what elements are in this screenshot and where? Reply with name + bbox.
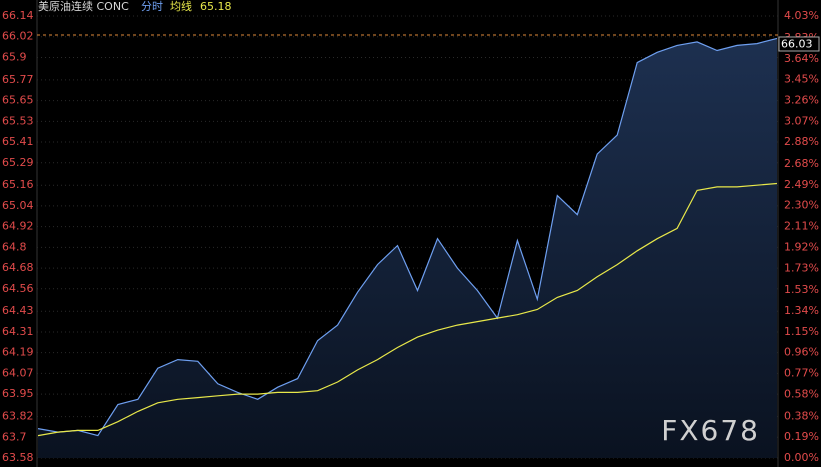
y2-tick-label: 2.68% xyxy=(784,157,819,170)
y-tick-label: 64.68 xyxy=(2,261,34,274)
y-tick-label: 64.19 xyxy=(2,346,34,359)
y-tick-label: 66.02 xyxy=(2,30,34,43)
y-tick-label: 66.14 xyxy=(2,9,34,22)
y2-tick-label: 3.64% xyxy=(784,52,819,65)
y-tick-label: 64.31 xyxy=(2,325,34,338)
y2-tick-label: 0.77% xyxy=(784,367,819,380)
y-tick-label: 64.92 xyxy=(2,220,34,233)
y-tick-label: 64.43 xyxy=(2,304,34,317)
y2-tick-label: 3.45% xyxy=(784,73,819,86)
y-tick-label: 63.82 xyxy=(2,410,34,423)
y-tick-label: 63.95 xyxy=(2,387,34,400)
y-tick-label: 65.41 xyxy=(2,135,34,148)
y2-tick-label: 0.96% xyxy=(784,346,819,359)
y-tick-label: 65.04 xyxy=(2,199,34,212)
y2-tick-label: 1.34% xyxy=(784,304,819,317)
y-tick-label: 65.9 xyxy=(2,50,27,63)
price-line xyxy=(37,37,778,437)
y-tick-label: 64.8 xyxy=(2,240,27,253)
avg-line xyxy=(37,182,778,437)
legend-price: 分时 xyxy=(141,0,163,13)
y-tick-label: 63.7 xyxy=(2,430,27,443)
price-area xyxy=(38,38,777,459)
y2-tick-label: 2.88% xyxy=(784,135,819,148)
last-price-label: 66.03 xyxy=(781,37,813,50)
symbol: 美原油连续 CONC xyxy=(38,0,129,13)
y-tick-label: 65.29 xyxy=(2,156,34,169)
y2-tick-label: 3.26% xyxy=(784,93,819,106)
y2-tick-label: 2.49% xyxy=(784,178,819,191)
y2-tick-label: 1.53% xyxy=(784,283,819,296)
y2-tick-label: 0.19% xyxy=(784,430,819,443)
avg-value: 65.18 xyxy=(200,0,232,13)
y2-tick-label: 2.11% xyxy=(784,220,819,233)
y2-tick-label: 4.03% xyxy=(784,9,819,22)
y-tick-label: 65.65 xyxy=(2,94,34,107)
y2-tick-label: 2.30% xyxy=(784,199,819,212)
y-tick-label: 65.77 xyxy=(2,73,34,86)
y2-tick-label: 1.73% xyxy=(784,261,819,274)
last-price-box xyxy=(778,36,820,52)
y2-tick-label: 1.15% xyxy=(784,325,819,338)
y-tick-label: 65.53 xyxy=(2,114,34,127)
y2-tick-label: 0.38% xyxy=(784,409,819,422)
y-tick-label: 64.56 xyxy=(2,282,34,295)
y2-tick-label: 0.00% xyxy=(784,451,819,464)
watermark: FX678 xyxy=(661,414,760,447)
y-tick-label: 65.16 xyxy=(2,178,34,191)
y2-tick-label: 3.07% xyxy=(784,114,819,127)
y-tick-label: 63.58 xyxy=(2,451,34,464)
y2-tick-label: 1.92% xyxy=(784,240,819,253)
legend-avg: 均线 xyxy=(170,0,192,13)
y-tick-label: 64.07 xyxy=(2,366,34,379)
y2-tick-label: 0.58% xyxy=(784,387,819,400)
